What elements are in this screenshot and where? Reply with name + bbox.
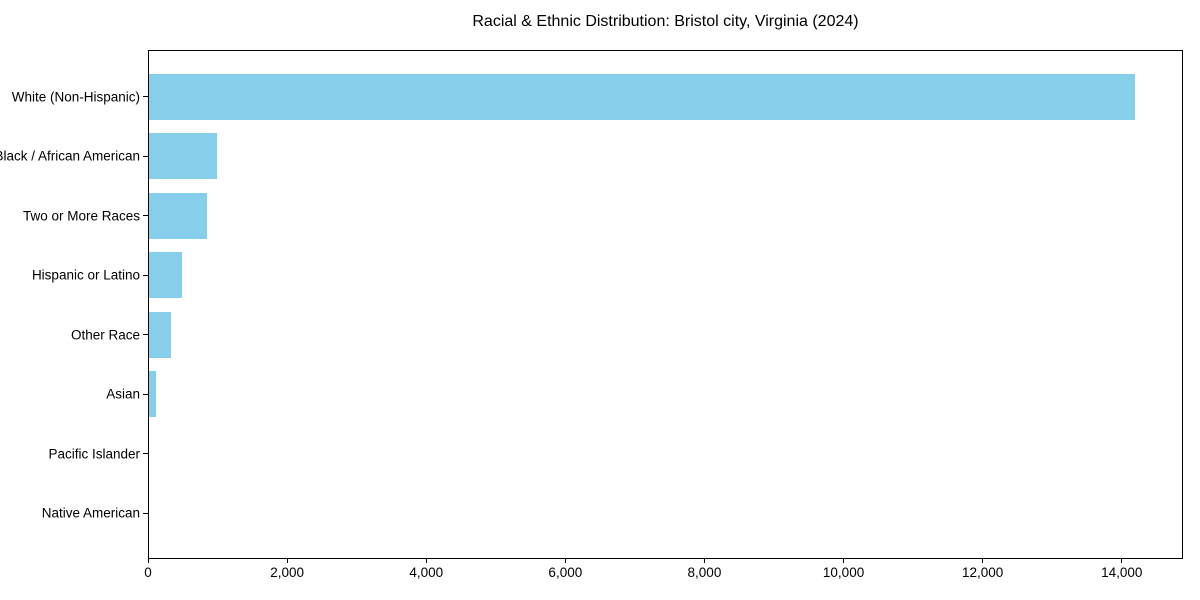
x-tick-label: 6,000	[548, 565, 583, 580]
y-tick	[143, 155, 148, 157]
x-tick-label: 10,000	[822, 565, 865, 580]
x-tick-label: 14,000	[1101, 565, 1143, 580]
bar	[149, 133, 218, 180]
x-tick	[425, 559, 427, 563]
y-category-label: White (Non-Hispanic)	[11, 89, 140, 105]
x-tick	[147, 559, 149, 563]
y-tick	[143, 274, 148, 276]
y-category-label: Other Race	[70, 327, 140, 343]
y-tick	[143, 453, 148, 455]
bar	[149, 311, 172, 358]
x-tick	[843, 559, 845, 563]
x-tick-label: 2,000	[270, 565, 305, 580]
x-tick	[1121, 559, 1123, 563]
y-category-label: Pacific Islander	[48, 446, 140, 462]
y-tick	[143, 96, 148, 98]
y-category-label: Two or More Races	[22, 208, 140, 224]
bar	[149, 371, 156, 418]
x-tick-label: 8,000	[687, 565, 722, 580]
y-tick	[143, 215, 148, 217]
x-tick	[703, 559, 705, 563]
x-tick-label: 12,000	[962, 565, 1004, 580]
y-tick	[143, 334, 148, 336]
bar	[149, 73, 1135, 120]
bar	[149, 252, 183, 299]
bar	[149, 192, 207, 239]
x-tick	[564, 559, 566, 563]
plot-area	[148, 50, 1183, 559]
y-axis-labels: White (Non-Hispanic) Black / African Amer…	[0, 50, 140, 559]
chart-title: Racial & Ethnic Distribution: Bristol ci…	[472, 13, 859, 30]
y-category-label: Native American	[41, 505, 140, 521]
x-tick-label: 4,000	[409, 565, 444, 580]
y-category-label: Hispanic or Latino	[31, 267, 140, 283]
x-tick	[982, 559, 984, 563]
x-axis: 0 2,000 4,000 6,000 8,000 10,000 12,000 14,000	[144, 559, 1183, 589]
y-tick	[143, 512, 148, 514]
x-tick	[286, 559, 288, 563]
y-axis-ticks	[143, 50, 148, 559]
y-category-label: Black / African American	[0, 148, 140, 164]
y-category-label: Asian	[106, 386, 140, 402]
x-tick-label: 0	[144, 565, 152, 580]
y-tick	[143, 393, 148, 395]
